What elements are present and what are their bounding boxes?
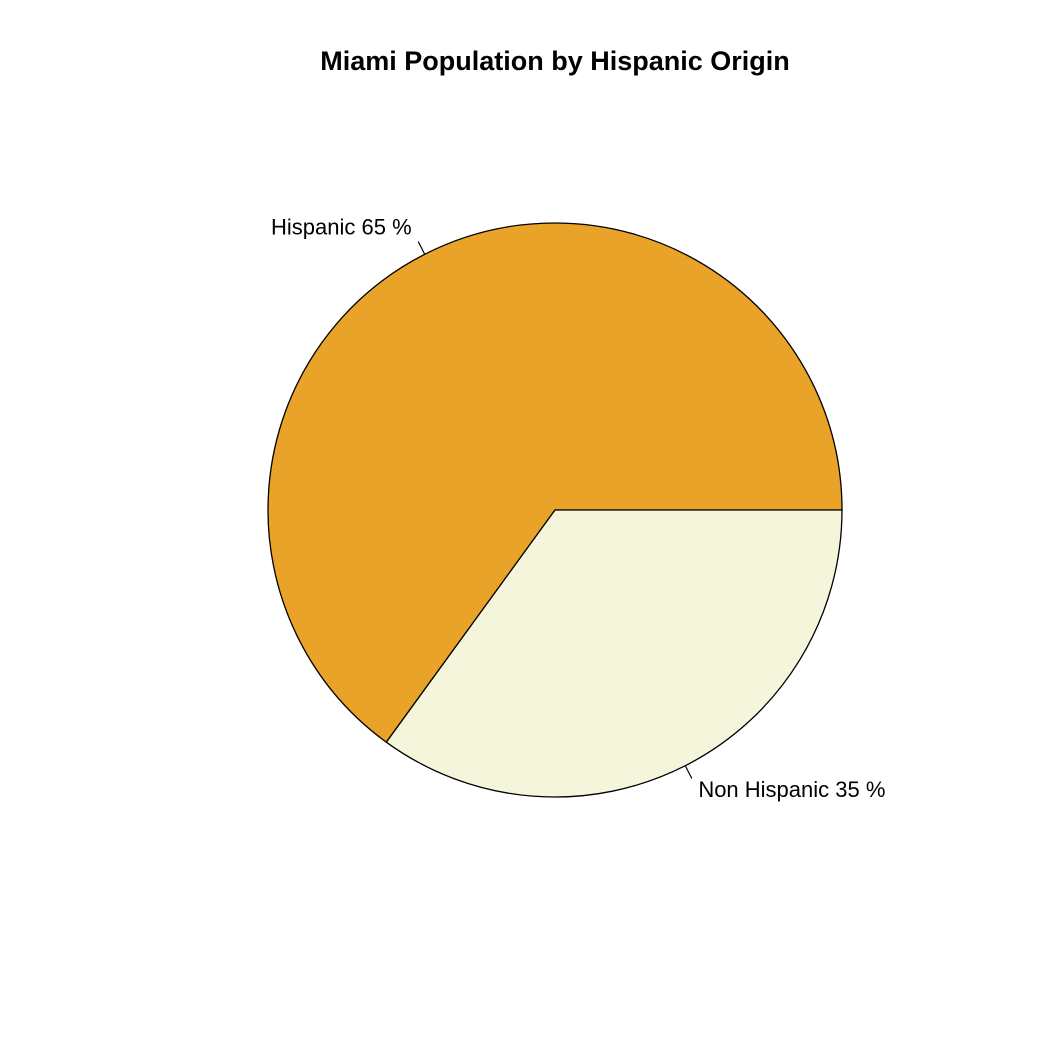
label-tick	[417, 241, 426, 255]
pie-slice	[385, 509, 843, 798]
chart-title: Miami Population by Hispanic Origin	[320, 46, 790, 76]
slice-label: Hispanic 65 %	[271, 215, 412, 240]
slice-label: Non Hispanic 35 %	[698, 777, 885, 802]
label-tick	[684, 765, 693, 779]
